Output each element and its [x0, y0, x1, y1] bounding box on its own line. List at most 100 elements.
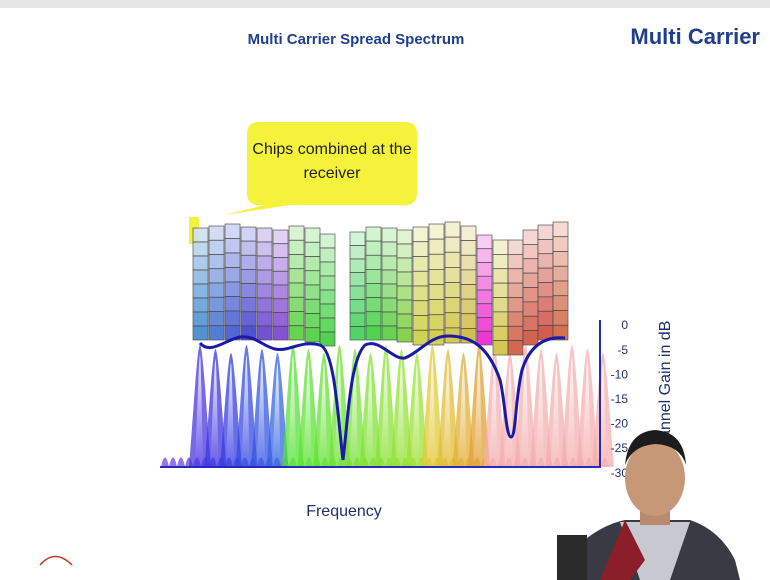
- chip: [523, 316, 538, 330]
- chip: [508, 240, 523, 254]
- chip: [289, 269, 304, 283]
- chip: [382, 312, 397, 326]
- chip: [193, 284, 208, 298]
- chip: [273, 313, 288, 327]
- chip: [413, 316, 428, 331]
- chip: [320, 290, 335, 304]
- chip: [493, 326, 508, 340]
- chip: [477, 249, 492, 263]
- chip: [382, 270, 397, 284]
- chip: [477, 290, 492, 304]
- chip: [445, 252, 460, 267]
- chip: [305, 285, 320, 299]
- chip: [538, 225, 553, 239]
- chip: [273, 285, 288, 299]
- chip: [493, 298, 508, 312]
- chip: [382, 256, 397, 270]
- chip: [257, 312, 272, 326]
- chip: [429, 315, 444, 330]
- chip: [241, 312, 256, 326]
- chip: [320, 318, 335, 332]
- chip: [305, 314, 320, 328]
- chip: [273, 258, 288, 272]
- chip: [350, 300, 365, 314]
- chip: [508, 283, 523, 297]
- chip: [320, 248, 335, 262]
- callout-text: Chips combined at the receiver: [250, 138, 414, 186]
- chip: [508, 312, 523, 326]
- ripple: [169, 458, 177, 468]
- chip: [366, 269, 381, 283]
- chip: [445, 313, 460, 328]
- chip: [241, 269, 256, 283]
- chip: [382, 326, 397, 340]
- gain-tick-label: -15: [611, 392, 629, 406]
- chip: [413, 301, 428, 316]
- slide-title: Multi Carrier Spread Spectrum: [248, 31, 465, 48]
- chip: [350, 232, 365, 246]
- chip: [225, 311, 240, 326]
- chip: [257, 256, 272, 270]
- chip: [508, 269, 523, 283]
- chip: [350, 327, 365, 341]
- chip: [366, 326, 381, 340]
- chip: [553, 237, 568, 252]
- chip: [445, 283, 460, 298]
- chip: [493, 283, 508, 297]
- chip: [257, 298, 272, 312]
- chip: [209, 283, 224, 297]
- chip: [209, 240, 224, 254]
- page: Multi Carrier Spread Spectrum Multi Carr…: [0, 0, 770, 580]
- chip: [523, 244, 538, 258]
- chip: [289, 283, 304, 297]
- gain-ticks: 0-5-10-15-20-25-30: [611, 318, 629, 480]
- chip: [350, 246, 365, 260]
- chip: [523, 288, 538, 302]
- chip: [413, 242, 428, 257]
- chip: [508, 326, 523, 340]
- chip: [538, 283, 553, 297]
- chip: [445, 298, 460, 313]
- chip: [477, 235, 492, 249]
- chip: [241, 241, 256, 255]
- chip: [397, 272, 412, 286]
- chip: [305, 228, 320, 242]
- chip: [320, 262, 335, 276]
- slide: Multi Carrier Spread Spectrum Multi Carr…: [0, 0, 770, 580]
- chip: [508, 298, 523, 312]
- chip: [397, 300, 412, 314]
- chip: [193, 256, 208, 270]
- chip: [225, 297, 240, 312]
- decoration-arc: [40, 557, 72, 566]
- chip: [477, 318, 492, 332]
- chip: [397, 258, 412, 272]
- chip: [320, 234, 335, 248]
- chip: [538, 268, 553, 282]
- chip: [257, 228, 272, 242]
- chip: [273, 299, 288, 313]
- chip: [366, 298, 381, 312]
- slide-header: Multi Carrier: [630, 24, 760, 49]
- chip: [523, 331, 538, 345]
- ripple: [177, 458, 185, 468]
- chip: [553, 222, 568, 237]
- chip: [429, 239, 444, 254]
- chip: [305, 271, 320, 285]
- chip: [382, 242, 397, 256]
- chip: [225, 268, 240, 283]
- gain-tick-label: 0: [621, 318, 628, 332]
- gain-tick-label: -5: [617, 343, 628, 357]
- chip: [508, 254, 523, 268]
- chip: [429, 254, 444, 269]
- chip: [429, 269, 444, 284]
- chip: [209, 312, 224, 326]
- chip: [193, 242, 208, 256]
- chip: [320, 332, 335, 346]
- chip: [397, 244, 412, 258]
- chip: [273, 271, 288, 285]
- chip: [366, 312, 381, 326]
- chip: [523, 273, 538, 287]
- chip: [209, 269, 224, 283]
- chip: [553, 252, 568, 267]
- chip: [320, 304, 335, 318]
